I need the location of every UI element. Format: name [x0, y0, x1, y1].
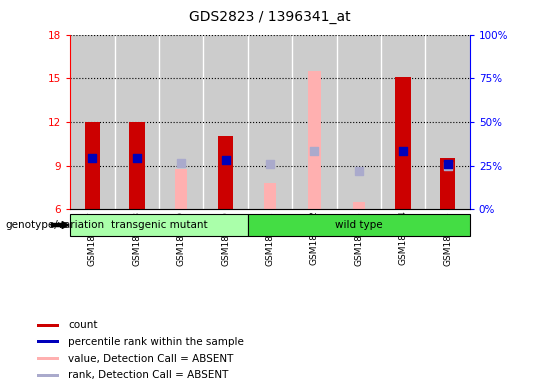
Text: rank, Detection Call = ABSENT: rank, Detection Call = ABSENT: [68, 371, 228, 381]
Text: genotype/variation: genotype/variation: [5, 220, 105, 230]
Text: value, Detection Call = ABSENT: value, Detection Call = ABSENT: [68, 354, 234, 364]
Point: [177, 160, 186, 166]
Text: percentile rank within the sample: percentile rank within the sample: [68, 337, 244, 347]
Text: transgenic mutant: transgenic mutant: [111, 220, 207, 230]
Bar: [264, 183, 276, 209]
Bar: [129, 122, 145, 209]
Point: [132, 155, 141, 161]
Bar: [218, 136, 233, 209]
Point: [354, 168, 363, 174]
Point: [266, 161, 274, 167]
Bar: [37, 374, 58, 377]
Bar: [70, 214, 248, 236]
Bar: [37, 324, 58, 326]
Bar: [353, 202, 365, 209]
Bar: [308, 71, 321, 209]
Text: count: count: [68, 320, 98, 330]
Bar: [175, 169, 187, 209]
Point: [443, 161, 452, 167]
Bar: [37, 357, 58, 360]
Bar: [440, 158, 455, 209]
Text: wild type: wild type: [335, 220, 383, 230]
Bar: [248, 214, 470, 236]
Text: GDS2823 / 1396341_at: GDS2823 / 1396341_at: [189, 10, 351, 23]
Point: [221, 157, 230, 163]
Bar: [85, 122, 100, 209]
Point: [443, 162, 452, 169]
Point: [310, 148, 319, 154]
Bar: [37, 340, 58, 343]
Bar: [395, 77, 411, 209]
Point: [88, 155, 97, 161]
Point: [399, 148, 408, 154]
